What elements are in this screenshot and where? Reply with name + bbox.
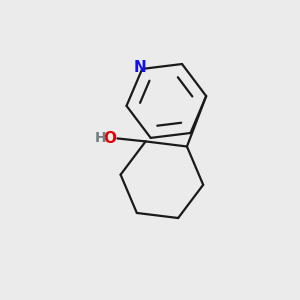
Text: N: N <box>134 60 146 75</box>
Text: O: O <box>103 131 116 146</box>
Text: H: H <box>94 131 106 146</box>
